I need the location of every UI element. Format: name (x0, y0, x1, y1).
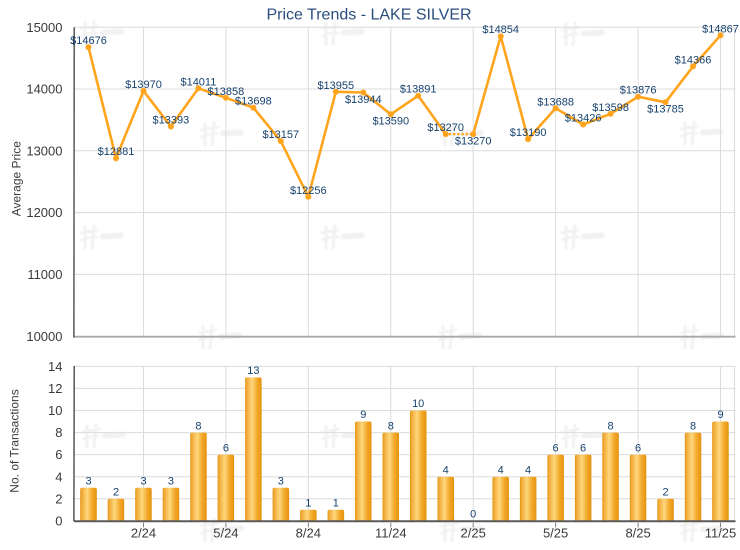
svg-text:12000: 12000 (26, 205, 62, 220)
svg-text:Average Price: Average Price (10, 141, 24, 216)
svg-text:8/24: 8/24 (296, 525, 321, 540)
svg-text:8: 8 (388, 420, 394, 432)
svg-text:$13876: $13876 (620, 85, 657, 97)
svg-text:8: 8 (608, 420, 614, 432)
svg-text:13: 13 (247, 365, 259, 377)
svg-text:$13190: $13190 (510, 127, 547, 139)
svg-text:$13955: $13955 (317, 80, 354, 92)
svg-text:11000: 11000 (27, 267, 62, 282)
svg-text:1: 1 (333, 498, 339, 510)
svg-text:6: 6 (55, 447, 62, 462)
svg-text:3: 3 (85, 475, 91, 487)
svg-text:6: 6 (580, 442, 586, 454)
svg-text:$14011: $14011 (180, 76, 216, 88)
svg-text:5/24: 5/24 (213, 525, 238, 540)
svg-text:$13598: $13598 (592, 102, 629, 114)
svg-text:$14676: $14676 (70, 35, 107, 47)
svg-text:9: 9 (360, 409, 366, 421)
svg-text:5/25: 5/25 (543, 525, 568, 540)
svg-text:$14854: $14854 (482, 24, 519, 36)
svg-text:$13426: $13426 (565, 113, 602, 125)
svg-text:14000: 14000 (26, 82, 62, 97)
svg-text:15000: 15000 (26, 20, 62, 35)
svg-text:$13944: $13944 (345, 94, 382, 106)
svg-text:4: 4 (498, 464, 504, 476)
svg-text:6: 6 (223, 442, 229, 454)
svg-text:9: 9 (717, 409, 723, 421)
svg-text:$13785: $13785 (647, 104, 684, 116)
svg-text:4: 4 (443, 464, 449, 476)
svg-text:3: 3 (278, 475, 284, 487)
svg-text:0: 0 (470, 509, 476, 521)
svg-text:$13270: $13270 (455, 135, 492, 147)
svg-text:1: 1 (305, 498, 311, 510)
svg-text:$12256: $12256 (290, 185, 327, 197)
svg-text:$13270: $13270 (427, 122, 464, 134)
svg-text:10: 10 (48, 403, 62, 418)
svg-text:$13698: $13698 (235, 96, 272, 108)
svg-text:11/25: 11/25 (705, 525, 737, 540)
svg-text:2: 2 (662, 486, 668, 498)
svg-text:$14366: $14366 (675, 54, 712, 66)
svg-text:12: 12 (48, 381, 62, 396)
svg-text:8: 8 (690, 420, 696, 432)
svg-text:$13858: $13858 (208, 86, 245, 98)
svg-text:6: 6 (553, 442, 559, 454)
svg-text:4: 4 (525, 464, 531, 476)
svg-text:11/24: 11/24 (375, 525, 407, 540)
svg-text:2: 2 (113, 486, 119, 498)
svg-text:10000: 10000 (26, 329, 62, 344)
svg-text:4: 4 (55, 469, 62, 484)
svg-text:$13688: $13688 (537, 96, 574, 108)
svg-text:No. of Transactions: No. of Transactions (8, 389, 22, 492)
svg-text:$13970: $13970 (125, 79, 162, 91)
svg-text:$13891: $13891 (400, 84, 437, 96)
svg-text:3: 3 (168, 475, 174, 487)
svg-text:$14867: $14867 (702, 23, 739, 35)
svg-text:$13393: $13393 (153, 115, 190, 127)
svg-text:10: 10 (412, 398, 424, 410)
svg-text:0: 0 (55, 513, 62, 528)
svg-text:13000: 13000 (26, 143, 62, 158)
svg-text:2/24: 2/24 (131, 525, 156, 540)
svg-text:Price Trends - LAKE SILVER: Price Trends - LAKE SILVER (266, 7, 471, 24)
svg-text:$12881: $12881 (98, 146, 135, 158)
svg-text:6: 6 (635, 442, 641, 454)
svg-text:8: 8 (195, 420, 201, 432)
svg-text:2: 2 (55, 491, 62, 506)
svg-text:3: 3 (140, 475, 146, 487)
svg-text:$13157: $13157 (262, 129, 299, 141)
svg-text:8: 8 (55, 425, 62, 440)
svg-text:2/25: 2/25 (461, 525, 486, 540)
svg-text:14: 14 (48, 359, 62, 374)
svg-text:$13590: $13590 (372, 116, 409, 128)
svg-text:8/25: 8/25 (625, 525, 650, 540)
